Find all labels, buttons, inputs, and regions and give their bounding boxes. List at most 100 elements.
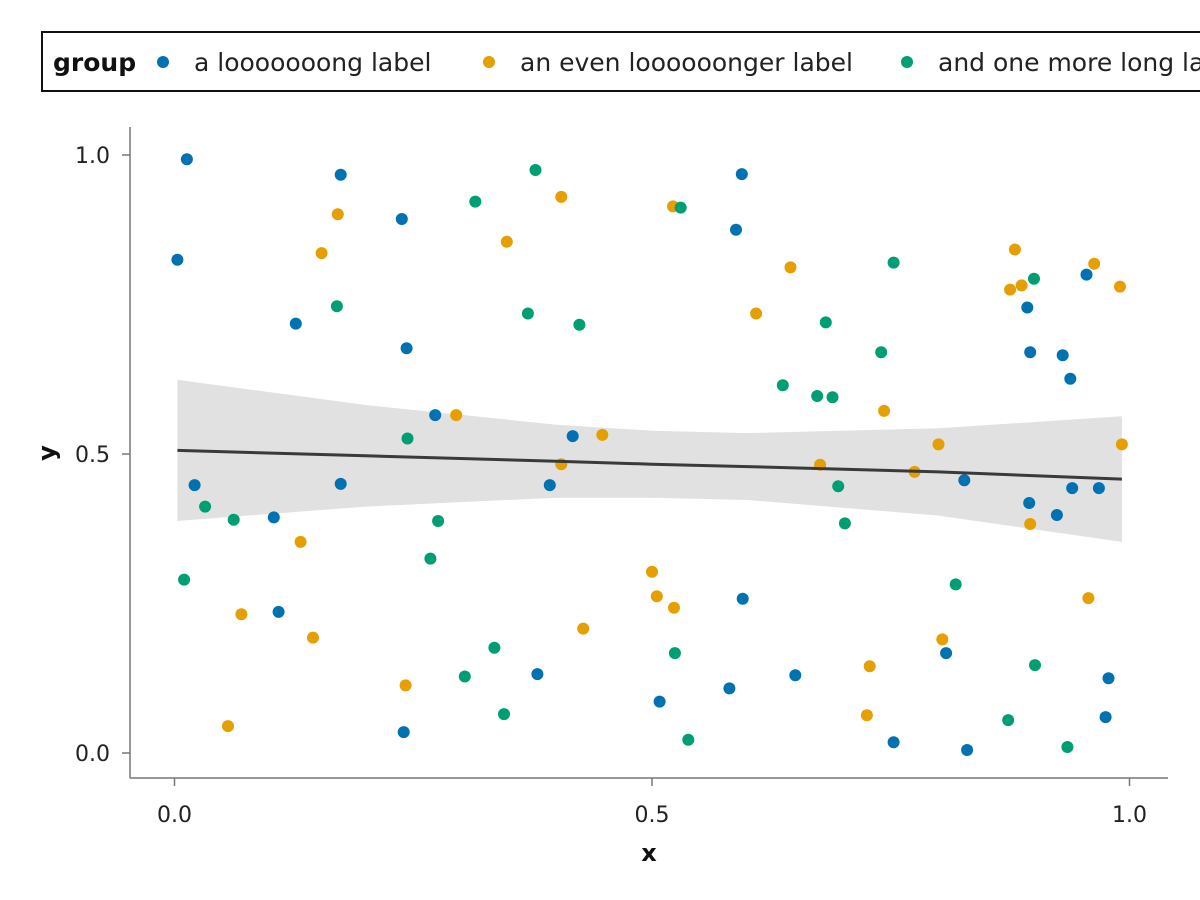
y-tick-label: 0.5 — [75, 443, 110, 468]
data-point — [235, 608, 248, 621]
data-point — [294, 535, 307, 548]
data-point — [400, 342, 413, 355]
data-point — [811, 390, 824, 402]
data-point — [1028, 272, 1040, 285]
data-point — [932, 438, 945, 451]
x-tick-label: 0.0 — [157, 803, 192, 828]
data-point — [1115, 438, 1128, 451]
data-point — [401, 432, 414, 445]
data-point — [397, 726, 410, 739]
data-point — [936, 633, 949, 646]
data-point — [1102, 672, 1115, 685]
confidence-band — [177, 379, 1122, 542]
data-point — [458, 670, 471, 683]
data-point — [826, 391, 839, 404]
data-point — [272, 605, 285, 618]
data-point — [961, 744, 974, 756]
data-point — [331, 208, 344, 221]
y-tick-label: 0.0 — [75, 742, 110, 767]
data-point — [682, 733, 695, 746]
data-point — [267, 511, 280, 524]
data-point — [653, 695, 666, 708]
legend: group a looooooong label an even loooooon… — [41, 31, 1200, 92]
data-point — [171, 253, 184, 266]
data-point — [735, 168, 748, 181]
data-point — [566, 430, 579, 443]
data-point — [1015, 279, 1028, 292]
data-point — [1008, 243, 1021, 256]
data-point — [429, 409, 442, 422]
data-point — [543, 479, 556, 492]
data-point — [784, 261, 797, 274]
data-point — [887, 736, 900, 749]
data-point — [395, 213, 408, 225]
legend-label: an even loooooonger label — [520, 48, 853, 77]
x-tick-label: 0.5 — [635, 803, 670, 828]
data-point — [1061, 741, 1074, 753]
data-point — [227, 513, 240, 526]
data-points — [171, 153, 1128, 756]
legend-entry: a looooooong label — [157, 48, 431, 77]
data-point — [776, 379, 789, 392]
data-point — [958, 474, 971, 487]
data-point — [334, 168, 347, 181]
data-point — [573, 318, 586, 331]
data-point — [1050, 509, 1063, 521]
data-point — [178, 573, 191, 586]
data-point — [1024, 518, 1037, 530]
axes: 0.0 0.5 1.0 0.0 0.5 1.0 x y — [33, 127, 1168, 867]
data-point — [1021, 301, 1034, 314]
legend-entry: and one more long label — [901, 48, 1200, 77]
data-point — [469, 195, 482, 208]
data-point — [1024, 346, 1037, 359]
data-point — [315, 247, 328, 260]
data-point — [450, 409, 463, 422]
data-point — [289, 317, 302, 330]
data-point — [838, 517, 851, 530]
data-point — [1092, 482, 1105, 495]
data-point — [529, 164, 542, 176]
data-point — [832, 480, 845, 493]
data-point — [521, 307, 534, 320]
legend-entry: an even loooooonger label — [483, 48, 853, 77]
legend-frame — [41, 31, 1200, 92]
y-ticks: 0.0 0.5 1.0 — [75, 144, 130, 767]
data-point — [1088, 257, 1101, 270]
data-point — [1064, 372, 1077, 385]
data-point — [1004, 283, 1017, 296]
legend-marker — [157, 56, 169, 68]
data-point — [577, 622, 590, 635]
data-point — [596, 428, 609, 441]
data-point — [730, 223, 742, 236]
legend-title: group — [53, 48, 136, 77]
data-point — [819, 316, 832, 329]
y-tick-label: 1.0 — [75, 144, 110, 169]
legend-label: a looooooong label — [194, 48, 431, 77]
y-axis-title: y — [33, 445, 61, 461]
data-point — [222, 720, 234, 733]
data-point — [1002, 714, 1015, 727]
data-point — [646, 565, 658, 578]
data-point — [723, 682, 736, 695]
data-point — [488, 641, 501, 654]
data-point — [180, 153, 193, 166]
data-point — [1082, 592, 1095, 605]
data-point — [1114, 280, 1126, 293]
data-point — [1080, 268, 1093, 281]
data-point — [498, 708, 510, 721]
data-point — [1099, 711, 1112, 724]
x-ticks: 0.0 0.5 1.0 — [157, 778, 1147, 828]
data-point — [1023, 497, 1036, 509]
data-point — [789, 669, 802, 682]
data-point — [860, 709, 873, 722]
data-point — [668, 601, 680, 614]
data-point — [1029, 659, 1041, 672]
data-point — [188, 479, 201, 492]
x-axis-title: x — [641, 839, 657, 867]
legend-entries: a looooooong label an even loooooonger la… — [157, 48, 1200, 77]
trend-line — [177, 448, 1122, 481]
legend-marker — [483, 56, 495, 68]
data-point — [432, 515, 445, 527]
data-point — [399, 679, 412, 692]
plot-area — [171, 153, 1128, 756]
